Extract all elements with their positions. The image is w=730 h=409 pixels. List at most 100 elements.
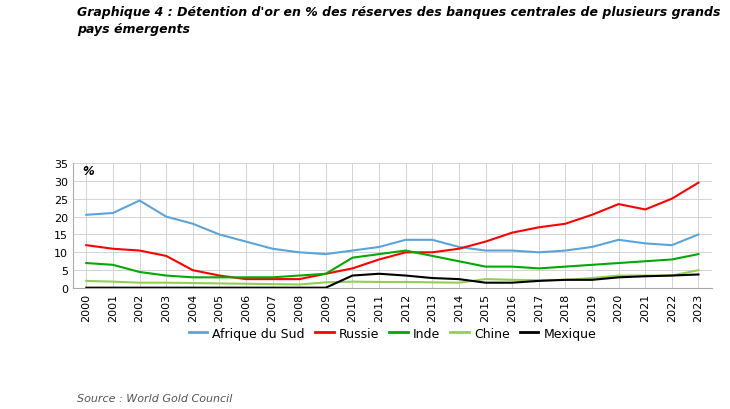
Afrique du Sud [667,243,676,248]
Russie [534,225,543,230]
Mexique [215,285,224,290]
Mexique [135,285,144,290]
Chine [321,280,330,285]
Line: Russie: Russie [86,183,699,279]
Afrique du Sud [268,247,277,252]
Text: Source : World Gold Council: Source : World Gold Council [77,393,232,403]
Afrique du Sud [188,222,197,227]
Mexique [295,285,304,290]
Inde [614,261,623,266]
Russie [428,250,437,255]
Mexique [614,275,623,280]
Afrique du Sud [402,238,410,243]
Chine [374,280,383,285]
Mexique [242,285,250,290]
Afrique du Sud [561,248,569,253]
Chine [534,278,543,283]
Russie [268,277,277,282]
Mexique [82,285,91,290]
Afrique du Sud [481,248,490,253]
Chine [188,281,197,286]
Line: Mexique: Mexique [86,274,699,288]
Russie [135,248,144,253]
Inde [374,252,383,257]
Russie [242,277,250,282]
Russie [321,272,330,276]
Chine [588,276,596,281]
Chine [402,280,410,285]
Chine [82,279,91,284]
Russie [667,197,676,202]
Chine [109,279,118,284]
Mexique [428,276,437,281]
Russie [295,277,304,282]
Inde [109,263,118,267]
Inde [402,248,410,253]
Russie [109,247,118,252]
Chine [614,273,623,278]
Afrique du Sud [295,250,304,255]
Chine [348,279,357,284]
Russie [374,257,383,262]
Mexique [188,285,197,290]
Inde [534,266,543,271]
Inde [135,270,144,275]
Mexique [694,272,703,277]
Inde [188,275,197,280]
Line: Chine: Chine [86,270,699,285]
Chine [295,282,304,287]
Russie [694,181,703,186]
Russie [481,240,490,245]
Inde [694,252,703,257]
Afrique du Sud [641,241,650,246]
Russie [82,243,91,248]
Chine [508,278,517,283]
Chine [481,277,490,282]
Afrique du Sud [215,232,224,237]
Afrique du Sud [508,248,517,253]
Afrique du Sud [588,245,596,250]
Mexique [109,285,118,290]
Russie [508,231,517,236]
Chine [268,282,277,287]
Inde [242,275,250,280]
Chine [162,281,171,285]
Inde [162,273,171,278]
Afrique du Sud [428,238,437,243]
Russie [561,222,569,227]
Inde [481,265,490,270]
Chine [428,280,437,285]
Inde [348,256,357,261]
Chine [242,282,250,287]
Russie [188,268,197,273]
Afrique du Sud [534,250,543,255]
Inde [268,275,277,280]
Mexique [561,278,569,283]
Afrique du Sud [135,199,144,204]
Legend: Afrique du Sud, Russie, Inde, Chine, Mexique: Afrique du Sud, Russie, Inde, Chine, Mex… [184,322,601,345]
Text: %: % [82,164,94,177]
Chine [561,278,569,283]
Russie [641,207,650,212]
Afrique du Sud [348,248,357,253]
Russie [215,273,224,278]
Inde [455,259,464,264]
Afrique du Sud [242,240,250,245]
Inde [428,254,437,259]
Mexique [641,274,650,279]
Russie [588,213,596,218]
Mexique [402,273,410,278]
Mexique [374,272,383,276]
Russie [614,202,623,207]
Chine [694,268,703,273]
Mexique [588,278,596,283]
Afrique du Sud [694,232,703,237]
Mexique [534,279,543,284]
Russie [402,250,410,255]
Inde [215,275,224,280]
Inde [295,273,304,278]
Inde [508,265,517,270]
Afrique du Sud [614,238,623,243]
Mexique [508,281,517,285]
Inde [588,263,596,267]
